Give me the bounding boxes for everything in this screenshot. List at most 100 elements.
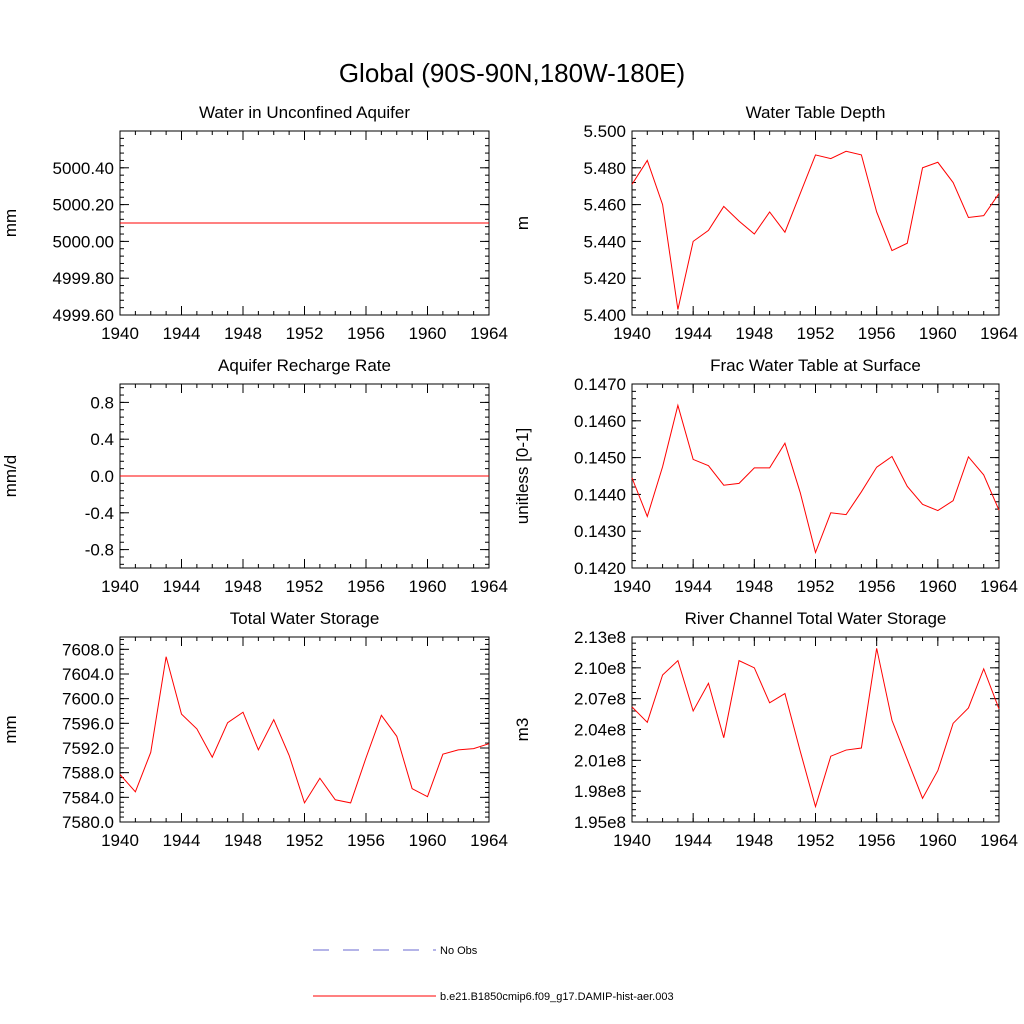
- y-tick-label: 2.01e8: [574, 751, 626, 770]
- series-line: [631, 648, 1000, 809]
- x-tick-label: 1944: [674, 577, 712, 596]
- x-tick-label: 1956: [858, 324, 896, 343]
- x-tick-label: 1940: [613, 831, 651, 850]
- y-tick-label: 0.1420: [574, 559, 626, 578]
- panel-title: Frac Water Table at Surface: [710, 356, 921, 375]
- panel-title: River Channel Total Water Storage: [685, 609, 947, 628]
- panel-1: Water in Unconfined Aquifer mm 1940 1944 194…: [1, 103, 508, 343]
- y-axis-label: mm/d: [1, 455, 20, 498]
- x-tick-label: 1964: [470, 577, 508, 596]
- legend-label: No Obs: [440, 945, 478, 957]
- y-tick-label: 7588.0: [62, 764, 114, 783]
- y-tick-label: 7600.0: [62, 690, 114, 709]
- x-tick-label: 1960: [919, 577, 957, 596]
- x-tick-label: 1948: [735, 831, 773, 850]
- y-tick-label: 7596.0: [62, 714, 114, 733]
- y-tick-label: 5000.40: [53, 159, 114, 178]
- series-line: [631, 150, 1000, 310]
- panel-title: Total Water Storage: [230, 609, 380, 628]
- y-axis-label: unitless [0-1]: [513, 428, 532, 524]
- y-tick-label: 5000.00: [53, 232, 114, 251]
- x-tick-label: 1940: [101, 831, 139, 850]
- y-tick-label: 0.0: [90, 467, 114, 486]
- y-tick-label: 2.07e8: [574, 690, 626, 709]
- y-tick-label: 0.8: [90, 393, 114, 412]
- y-tick-label: 0.1440: [574, 485, 626, 504]
- x-tick-label: 1960: [919, 324, 957, 343]
- y-tick-label: 5.420: [583, 269, 626, 288]
- x-tick-label: 1944: [163, 577, 201, 596]
- x-tick-label: 1960: [409, 831, 447, 850]
- x-tick-label: 1952: [797, 831, 835, 850]
- x-tick-label: 1940: [101, 577, 139, 596]
- y-tick-label: 5.500: [583, 122, 626, 141]
- legend: No Obs b.e21.B1850cmip6.f09_g17.DAMIP-his…: [313, 945, 674, 1003]
- x-tick-label: 1944: [163, 831, 201, 850]
- y-tick-label: 0.1460: [574, 412, 626, 431]
- x-tick-label: 1960: [919, 831, 957, 850]
- y-tick-label: 0.4: [90, 430, 114, 449]
- y-tick-label: 0.1470: [574, 375, 626, 394]
- x-tick-label: 1948: [735, 324, 773, 343]
- y-tick-label: 7608.0: [62, 640, 114, 659]
- panel-5: Total Water Storage mm 1940 1944 1948 1952 195…: [1, 609, 508, 850]
- x-tick-label: 1952: [797, 324, 835, 343]
- plot-frame: [631, 383, 1000, 569]
- x-tick-label: 1952: [286, 324, 324, 343]
- x-tick-label: 1952: [797, 577, 835, 596]
- panel-2: Water Table Depth m 1940 1944 1948 1952 1956 19…: [513, 103, 1018, 343]
- y-axis-label: mm: [1, 209, 20, 237]
- panel-title: Water Table Depth: [746, 103, 886, 122]
- x-tick-label: 1944: [674, 831, 712, 850]
- y-tick-label: 5000.20: [53, 196, 114, 215]
- y-tick-label: 0.1430: [574, 522, 626, 541]
- x-tick-label: 1940: [613, 577, 651, 596]
- x-tick-label: 1956: [347, 577, 385, 596]
- figure-title: Global (90S-90N,180W-180E): [339, 58, 685, 88]
- plot-frame: [631, 636, 1000, 823]
- y-tick-label: 2.10e8: [574, 659, 626, 678]
- x-tick-label: 1956: [347, 831, 385, 850]
- y-tick-label: 5.400: [583, 306, 626, 325]
- panel-6: River Channel Total Water Storage m3 1940 1…: [513, 609, 1018, 850]
- x-tick-label: 1956: [347, 324, 385, 343]
- y-tick-label: 2.13e8: [574, 628, 626, 647]
- y-tick-label: 7592.0: [62, 739, 114, 758]
- x-tick-label: 1956: [858, 577, 896, 596]
- y-tick-label: -0.4: [85, 504, 114, 523]
- y-tick-label: 1.98e8: [574, 782, 626, 801]
- panels: Water in Unconfined Aquifer mm 1940 1944 194…: [1, 103, 1018, 850]
- panel-title: Water in Unconfined Aquifer: [199, 103, 410, 122]
- y-tick-label: 7584.0: [62, 788, 114, 807]
- panel-3: Aquifer Recharge Rate mm/d 1940 1944 1948 195…: [1, 356, 508, 596]
- x-tick-label: 1964: [470, 324, 508, 343]
- x-tick-label: 1964: [980, 577, 1018, 596]
- x-tick-label: 1952: [286, 577, 324, 596]
- legend-label: b.e21.B1850cmip6.f09_g17.DAMIP-hist-aer.…: [440, 991, 674, 1003]
- x-tick-label: 1964: [470, 831, 508, 850]
- plot-frame: [119, 636, 490, 823]
- y-tick-label: -0.8: [85, 541, 114, 560]
- x-tick-label: 1956: [858, 831, 896, 850]
- y-tick-label: 2.04e8: [574, 721, 626, 740]
- x-tick-label: 1948: [224, 324, 262, 343]
- x-tick-label: 1952: [286, 831, 324, 850]
- y-tick-label: 0.1450: [574, 449, 626, 468]
- x-tick-label: 1948: [735, 577, 773, 596]
- y-tick-label: 5.440: [583, 232, 626, 251]
- y-tick-label: 4999.80: [53, 269, 114, 288]
- y-tick-label: 7580.0: [62, 813, 114, 832]
- x-tick-label: 1948: [224, 577, 262, 596]
- x-tick-label: 1944: [163, 324, 201, 343]
- y-axis-label: m3: [513, 718, 532, 742]
- y-axis-label: mm: [1, 715, 20, 743]
- x-tick-label: 1964: [980, 324, 1018, 343]
- panel-4: Frac Water Table at Surface unitless [0-1…: [513, 356, 1018, 596]
- y-tick-label: 5.460: [583, 196, 626, 215]
- x-tick-label: 1964: [980, 831, 1018, 850]
- plot-frame: [631, 130, 1000, 316]
- y-tick-label: 7604.0: [62, 665, 114, 684]
- x-tick-label: 1940: [613, 324, 651, 343]
- x-tick-label: 1948: [224, 831, 262, 850]
